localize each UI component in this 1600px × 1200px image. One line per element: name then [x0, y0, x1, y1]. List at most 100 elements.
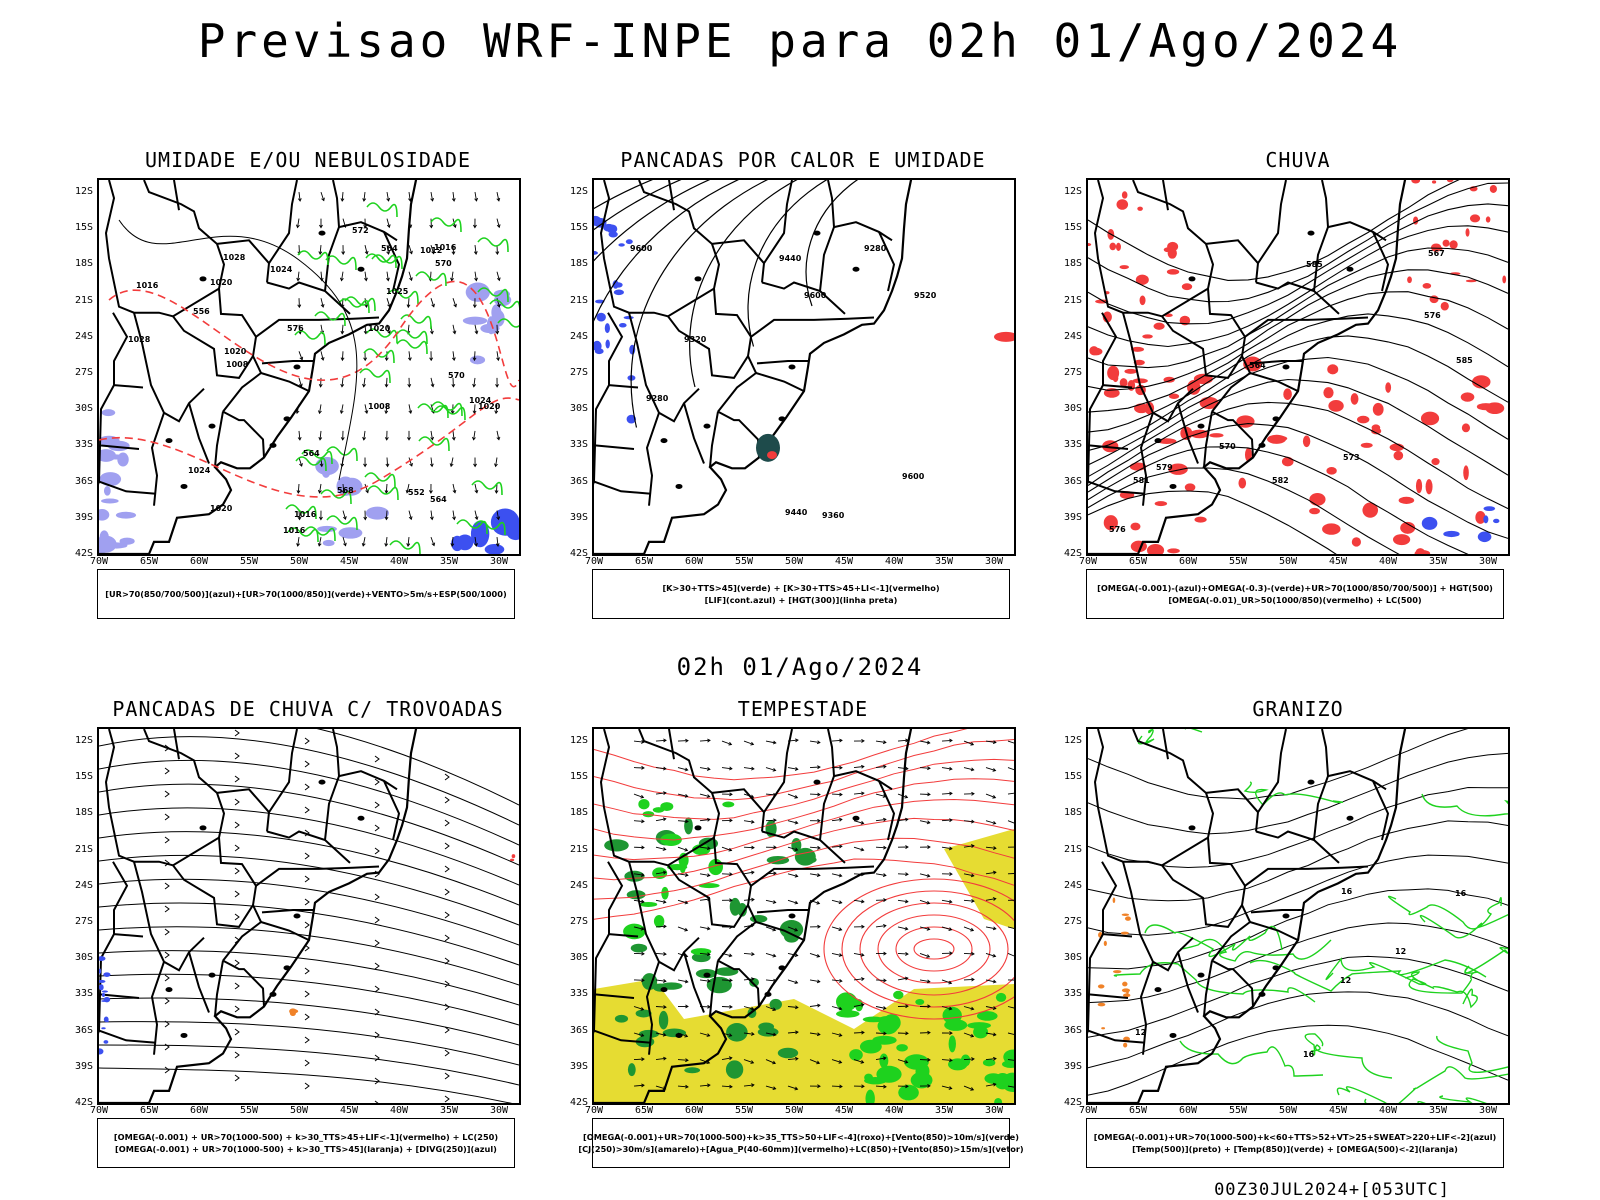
contour-label: 570: [448, 371, 465, 380]
longitude-tick-label: 35W: [1428, 1105, 1448, 1116]
legend-line: [UR>70(850/700/500)](azul)+[UR>70(1000/8…: [105, 589, 507, 599]
contour-label: 1025: [386, 287, 409, 296]
latitude-tick-label: 39S: [1063, 1060, 1082, 1072]
longitude-tick-label: 40W: [884, 556, 904, 567]
legend-line: [CJ(250)>30m/s](amarelo)+[Agua_P(40-60mm…: [578, 1144, 1024, 1154]
latitude-tick-label: 42S: [74, 1097, 93, 1108]
latitude-tick-label: 33S: [74, 988, 93, 1000]
legend-line: [OMEGA(-0.001)+UR>70(1000-500)+k<60+TTS>…: [1093, 1132, 1497, 1142]
longitude-tick-label: 40W: [884, 1105, 904, 1116]
longitude-tick-label: 60W: [684, 556, 704, 567]
longitude-tick-label: 60W: [1178, 556, 1198, 567]
latitude-tick-label: 36S: [74, 1024, 93, 1036]
latitude-tick-label: 30S: [1063, 952, 1082, 964]
run-timestamp: 00Z30JUL2024+[053UTC]: [1214, 1180, 1450, 1200]
latitude-tick-label: 18S: [1063, 258, 1082, 270]
longitude-tick-label: 50W: [784, 556, 804, 567]
latitude-tick-label: 21S: [569, 843, 588, 855]
latitude-tick-label: 24S: [569, 879, 588, 891]
contour-label: 579: [1156, 463, 1173, 472]
latitude-tick-label: 39S: [74, 1060, 93, 1072]
forecast-time-label: 02h 01/Ago/2024: [676, 653, 924, 681]
map-canvas: [594, 729, 1014, 1103]
legend-line: [Temp(500)](preto) + [Temp(850)](verde) …: [1132, 1144, 1458, 1154]
latitude-tick-label: 27S: [1063, 367, 1082, 379]
longitude-tick-label: 45W: [834, 1105, 854, 1116]
panel-title-chuva: CHUVA: [1265, 148, 1331, 172]
longitude-tick-label: 40W: [389, 1105, 409, 1116]
latitude-tick-label: 30S: [569, 403, 588, 415]
latitude-tick-label: 18S: [1063, 807, 1082, 819]
contour-label: 16: [1341, 887, 1353, 896]
contour-label: 9280: [864, 244, 887, 253]
contour-label: 576: [1109, 525, 1126, 534]
longitude-tick-label: 70W: [89, 556, 109, 567]
latitude-tick-label: 33S: [1063, 988, 1082, 1000]
longitude-tick-label: 45W: [1328, 1105, 1348, 1116]
longitude-tick-label: 30W: [1478, 1105, 1498, 1116]
latitude-tick-label: 21S: [74, 843, 93, 855]
longitude-tick-label: 60W: [189, 556, 209, 567]
legend-chuva: [OMEGA(-0.001)-(azul)+OMEGA(-0.3)-(verde…: [1086, 569, 1504, 619]
contour-label: 12: [1135, 1028, 1146, 1037]
longitude-tick-label: 30W: [984, 556, 1004, 567]
latitude-tick-label: 36S: [1063, 475, 1082, 487]
contour-label: 9440: [785, 508, 808, 517]
longitude-tick-label: 35W: [439, 1105, 459, 1116]
contour-label: 1028: [128, 335, 151, 344]
latitude-tick-label: 27S: [74, 916, 93, 928]
latitude-tick-label: 30S: [74, 403, 93, 415]
map-canvas: 585 585 582 573 570 576 567 564 581 576 579: [1088, 180, 1508, 554]
latitude-tick-label: 30S: [74, 952, 93, 964]
latitude-tick-label: 33S: [74, 439, 93, 451]
latitude-tick-label: 39S: [569, 1060, 588, 1072]
contour-label: 16: [1303, 1050, 1315, 1059]
latitude-tick-label: 18S: [74, 258, 93, 270]
longitude-tick-label: 45W: [339, 1105, 359, 1116]
longitude-tick-label: 40W: [1378, 556, 1398, 567]
longitude-tick-label: 65W: [139, 556, 159, 567]
latitude-tick-label: 33S: [569, 439, 588, 451]
contour-label: 1020: [210, 278, 233, 287]
main-title: Previsao WRF-INPE para 02h 01/Ago/2024: [197, 14, 1403, 68]
latitude-tick-label: 42S: [74, 548, 93, 559]
longitude-tick-label: 35W: [1428, 556, 1448, 567]
contour-label: 556: [193, 307, 210, 316]
legend-umidade: [UR>70(850/700/500)](azul)+[UR>70(1000/8…: [97, 569, 515, 619]
latitude-tick-label: 33S: [1063, 439, 1082, 451]
longitude-tick-label: 65W: [1128, 1105, 1148, 1116]
longitude-tick-label: 45W: [339, 556, 359, 567]
latitude-tick-label: 15S: [569, 771, 588, 783]
longitude-tick-label: 40W: [1378, 1105, 1398, 1116]
legend-pancadas-calor: [K>30+TTS>45](verde) + [K>30+TTS>45+LI<-…: [592, 569, 1010, 619]
panel-title-pancadas-trovoadas: PANCADAS DE CHUVA C/ TROVOADAS: [112, 697, 504, 721]
contour-label: 1008: [226, 360, 249, 369]
legend-line: [OMEGA(-0.001)-(azul)+OMEGA(-0.3)-(verde…: [1097, 583, 1493, 593]
longitude-tick-label: 30W: [489, 1105, 509, 1116]
longitude-tick-label: 65W: [634, 556, 654, 567]
latitude-tick-label: 39S: [74, 511, 93, 523]
longitude-tick-label: 50W: [289, 556, 309, 567]
longitude-tick-label: 55W: [239, 556, 259, 567]
contour-label: 552: [408, 488, 425, 497]
longitude-tick-label: 65W: [1128, 556, 1148, 567]
contour-label: 1028: [223, 253, 246, 262]
legend-granizo: [OMEGA(-0.001)+UR>70(1000-500)+k<60+TTS>…: [1086, 1118, 1504, 1168]
panel-title-tempestade: TEMPESTADE: [737, 697, 869, 721]
latitude-tick-label: 21S: [569, 294, 588, 306]
map-granizo: 12 12 16 16 16 12: [1086, 727, 1510, 1105]
legend-line: [OMEGA(-0.001) + UR>70(1000-500) + k>30_…: [113, 1132, 499, 1142]
latitude-tick-label: 30S: [569, 952, 588, 964]
longitude-tick-label: 70W: [584, 556, 604, 567]
contour-label: 576: [1424, 311, 1441, 320]
latitude-tick-label: 42S: [569, 1097, 588, 1108]
latitude-tick-label: 15S: [74, 222, 93, 234]
map-canvas: 12 12 16 16 16 12: [1088, 729, 1508, 1103]
panel-title-pancadas-calor: PANCADAS POR CALOR E UMIDADE: [620, 148, 986, 172]
legend-line: [OMEGA(-0.001)+UR>70(1000-500)+k>35_TTS>…: [583, 1132, 1019, 1142]
latitude-tick-label: 27S: [74, 367, 93, 379]
contour-label: 9280: [646, 394, 669, 403]
longitude-tick-label: 50W: [1278, 556, 1298, 567]
contour-label: 576: [287, 324, 304, 333]
latitude-tick-label: 18S: [569, 807, 588, 819]
